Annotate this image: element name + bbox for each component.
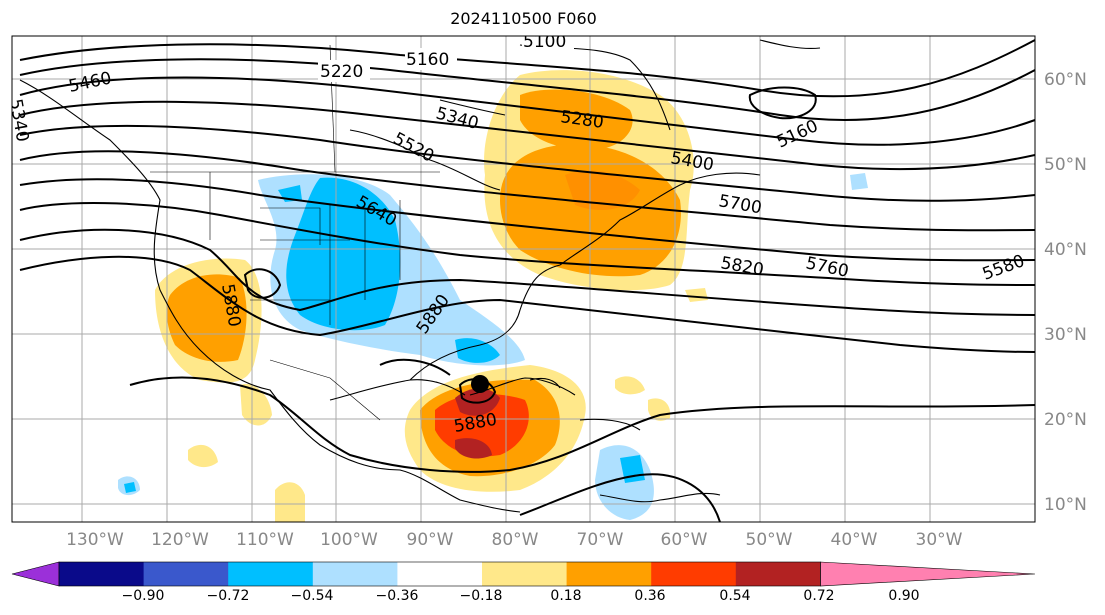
colorbar-segment [735,562,821,586]
map-area: 5220 5160 5100 5460 5340 5340 5280 5520 … [5,32,1035,522]
colorbar-tick-label: −0.18 [460,588,503,604]
height-contours [19,39,1035,522]
map-frame [11,35,1036,523]
colorbar-segment [228,562,314,586]
colorbar-segment [397,562,483,586]
colorbar-tick-labels: −0.90 −0.72 −0.54 −0.36 −0.18 0.18 0.36 … [122,588,920,604]
lat-label: 30°N [1044,325,1087,345]
contour-label: 5220 [320,62,363,82]
lat-label: 50°N [1044,155,1087,175]
storm-center-marker [471,375,489,393]
lon-label: 40°W [831,530,878,550]
colorbar [11,561,1036,587]
contour-label: 5100 [523,32,566,52]
colorbar-segment [312,562,398,586]
lat-label: 60°N [1044,70,1087,90]
colorbar-segment [651,562,737,586]
lon-label: 90°W [407,530,454,550]
colorbar-tick-label: −0.36 [376,588,419,604]
lon-label: 70°W [577,530,624,550]
colorbar-tick-label: −0.54 [291,588,334,604]
colorbar-tick-label: 0.54 [719,588,750,604]
lon-label: 60°W [661,530,708,550]
lon-label: 120°W [151,530,209,550]
colorbar-tick-label: −0.72 [207,588,250,604]
colorbar-extend-min [11,561,60,587]
colorbar-tick-label: 0.18 [550,588,581,604]
colorbar-segment [566,562,652,586]
colorbar-segment [143,562,229,586]
colorbar-tick-label: 0.90 [888,588,919,604]
colorbar-segment [59,562,145,586]
map-title: 2024110500 F060 [450,9,597,28]
lat-label: 20°N [1044,410,1087,430]
colorbar-frame [58,561,821,587]
lon-label: 100°W [320,530,378,550]
colorbar-tick-label: −0.90 [122,588,165,604]
contour-label: 5340 [5,97,32,143]
colorbar-tick-label: 0.36 [634,588,665,604]
anomaly-fill [118,70,868,522]
lon-labels: 130°W 120°W 110°W 100°W 90°W 80°W 70°W 6… [66,530,963,550]
colorbar-segment [482,562,568,586]
lat-label: 10°N [1044,495,1087,515]
lon-label: 30°W [916,530,963,550]
graticule [12,36,1035,522]
lon-label: 50°W [746,530,793,550]
colorbar-extend-max [820,561,1036,587]
lon-label: 80°W [492,530,539,550]
lat-labels: 60°N 50°N 40°N 30°N 20°N 10°N [1044,70,1087,515]
lat-label: 40°N [1044,240,1087,260]
lon-label: 130°W [66,530,124,550]
lon-label: 110°W [236,530,294,550]
colorbar-tick-label: 0.72 [803,588,834,604]
contour-label: 5160 [406,50,449,70]
